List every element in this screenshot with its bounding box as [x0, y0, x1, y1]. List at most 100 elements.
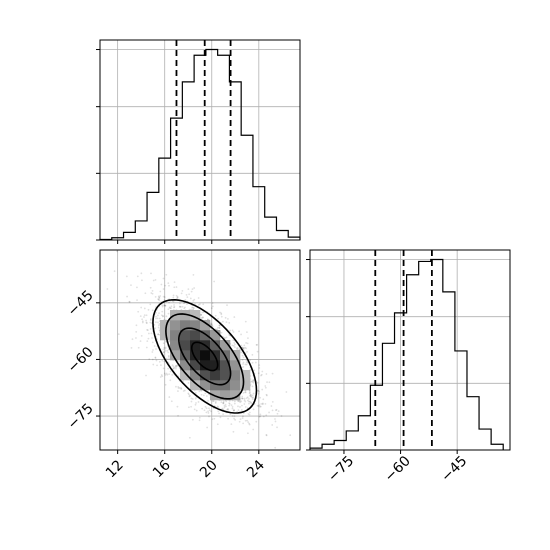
scatter-point — [227, 417, 229, 420]
scatter-point — [187, 406, 190, 409]
scatter-point — [158, 323, 161, 325]
scatter-point — [180, 292, 183, 295]
scatter-point — [200, 316, 203, 319]
scatter-point — [152, 349, 154, 351]
scatter-point — [285, 391, 288, 393]
scatter-point — [224, 403, 227, 406]
density-cell — [170, 330, 181, 341]
scatter-point — [205, 395, 208, 397]
scatter-point — [188, 395, 191, 398]
x-tick-label: −75 — [325, 453, 357, 485]
scatter-point — [241, 395, 244, 398]
scatter-point — [266, 394, 268, 397]
scatter-point — [210, 307, 213, 310]
scatter-point — [274, 446, 277, 449]
scatter-point — [164, 383, 167, 386]
density-cell — [190, 320, 201, 331]
scatter-point — [274, 420, 277, 423]
scatter-point — [233, 402, 236, 405]
scatter-point — [169, 370, 172, 373]
scatter-point — [175, 364, 177, 367]
scatter-point — [237, 399, 239, 402]
scatter-point — [173, 286, 176, 289]
scatter-point — [226, 318, 229, 320]
scatter-point — [189, 297, 192, 300]
scatter-point — [231, 407, 234, 410]
scatter-point — [255, 343, 258, 346]
scatter-point — [153, 241, 155, 243]
scatter-point — [176, 295, 179, 298]
scatter-point — [160, 374, 163, 376]
scatter-point — [218, 327, 221, 329]
scatter-point — [171, 373, 174, 376]
scatter-point — [149, 328, 152, 330]
scatter-point — [165, 273, 168, 276]
density-cell — [220, 380, 231, 391]
scatter-point — [208, 409, 211, 412]
scatter-point — [194, 403, 197, 406]
scatter-point — [161, 315, 164, 318]
scatter-point — [240, 400, 243, 403]
scatter-point — [248, 413, 251, 416]
scatter-point — [180, 387, 183, 389]
scatter-point — [211, 418, 214, 421]
scatter-point — [156, 314, 159, 317]
scatter-point — [264, 386, 267, 389]
scatter-point — [265, 414, 268, 417]
scatter-point — [193, 298, 196, 301]
scatter-point — [217, 410, 220, 413]
scatter-point — [222, 400, 225, 403]
scatter-point — [207, 399, 209, 402]
scatter-point — [169, 307, 172, 310]
scatter-point — [251, 396, 254, 399]
scatter-point — [155, 348, 157, 350]
scatter-point — [183, 389, 186, 392]
scatter-point — [232, 331, 235, 333]
scatter-point — [158, 324, 160, 327]
scatter-point — [253, 369, 256, 372]
scatter-point — [265, 434, 268, 436]
scatter-point — [254, 361, 257, 364]
scatter-point — [264, 402, 267, 405]
scatter-point — [256, 381, 259, 384]
scatter-point — [246, 396, 249, 399]
scatter-point — [180, 306, 182, 308]
scatter-point — [228, 404, 231, 407]
scatter-point — [243, 403, 246, 405]
scatter-point — [237, 400, 240, 403]
scatter-point — [163, 296, 166, 299]
x-tick-label: −45 — [438, 453, 470, 485]
scatter-point — [149, 286, 152, 289]
scatter-point — [176, 296, 179, 299]
scatter-point — [167, 355, 170, 358]
scatter-point — [211, 324, 214, 327]
scatter-point — [177, 387, 180, 390]
scatter-point — [149, 303, 152, 306]
scatter-point — [211, 302, 214, 305]
scatter-point — [212, 400, 214, 402]
scatter-point — [203, 409, 206, 412]
scatter-point — [192, 306, 195, 309]
scatter-point — [175, 366, 177, 369]
scatter-point — [241, 354, 244, 357]
scatter-point — [209, 323, 212, 326]
scatter-point — [149, 321, 152, 324]
scatter-point — [233, 409, 235, 411]
hist-2-step-line — [309, 258, 504, 450]
scatter-point — [248, 411, 251, 414]
scatter-point — [255, 420, 258, 423]
scatter-point — [226, 408, 228, 411]
scatter-point — [130, 347, 133, 349]
density-cell — [210, 360, 221, 371]
scatter-point — [224, 316, 227, 319]
density-cell — [170, 340, 181, 351]
scatter-point — [289, 434, 292, 437]
scatter-point — [186, 303, 188, 306]
scatter-point — [241, 417, 244, 420]
density-cell — [170, 350, 181, 361]
scatter-point — [177, 360, 180, 363]
scatter-point — [200, 393, 203, 396]
scatter-point — [239, 418, 242, 421]
scatter-point — [228, 402, 231, 405]
scatter-point — [125, 275, 128, 278]
